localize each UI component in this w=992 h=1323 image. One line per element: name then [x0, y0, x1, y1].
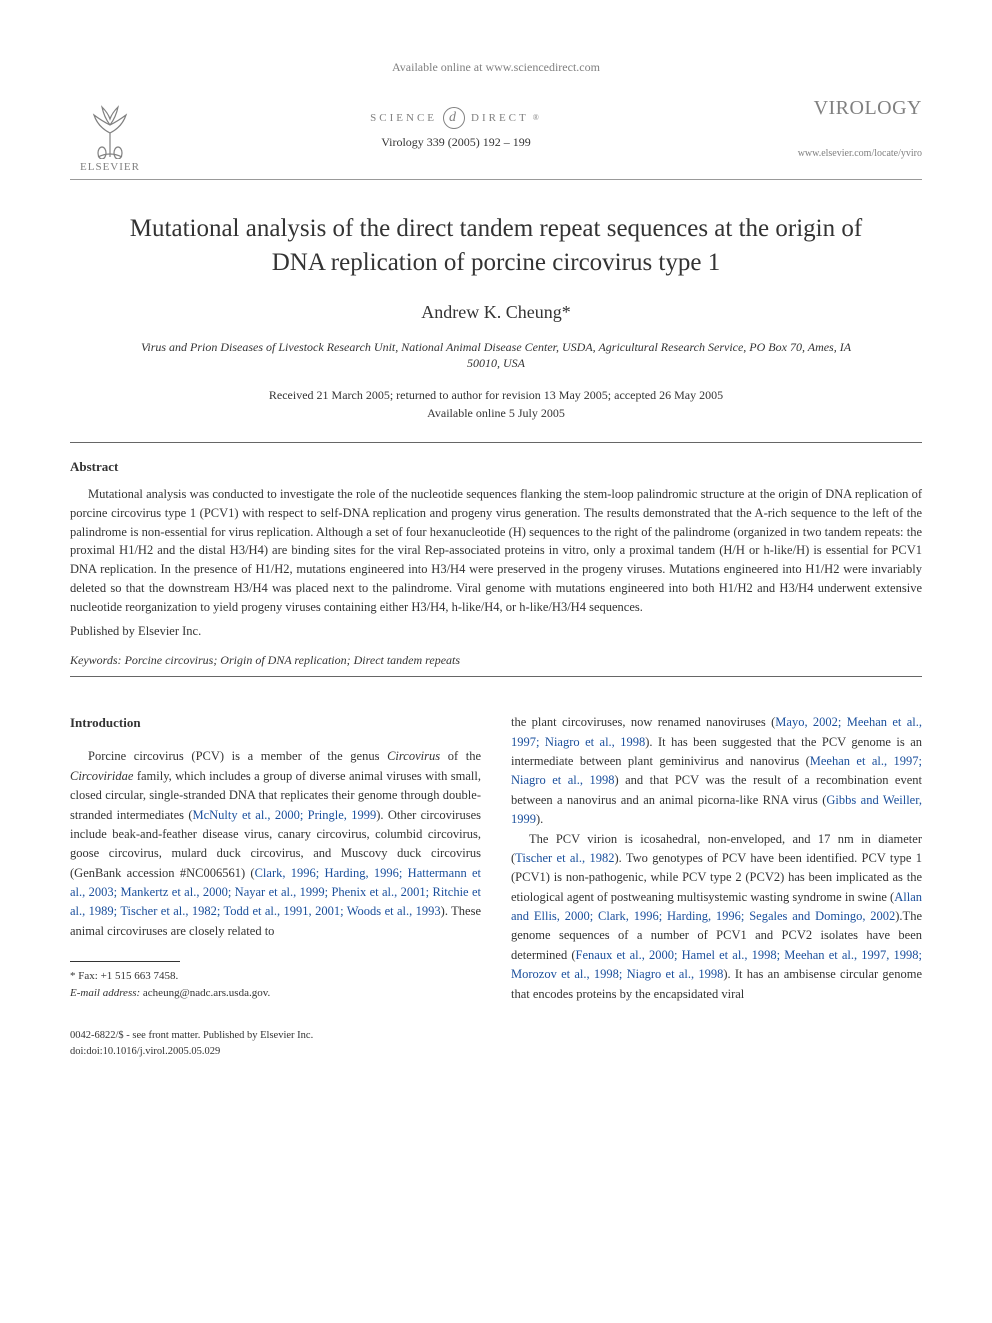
footnote-rule — [70, 961, 180, 962]
header-rule — [70, 179, 922, 180]
footnote-fax-value: +1 515 663 7458. — [101, 970, 179, 982]
author-line: Andrew K. Cheung* — [70, 302, 922, 323]
intro-para-2: The PCV virion is icosahedral, non-envel… — [511, 830, 922, 1004]
text-run: ). — [536, 812, 543, 826]
text-run: the plant circoviruses, now renamed nano… — [511, 715, 775, 729]
citation-link[interactable]: Tischer et al., 1982 — [515, 851, 614, 865]
footnote-fax: * Fax: +1 515 663 7458. — [70, 968, 481, 985]
text-run: of the — [440, 749, 481, 763]
dates-line-1: Received 21 March 2005; returned to auth… — [70, 386, 922, 404]
citation-link[interactable]: McNulty et al., 2000; Pringle, 1999 — [192, 808, 376, 822]
abstract-body-text: Mutational analysis was conducted to inv… — [70, 487, 922, 614]
header-center: SCIENCE d DIRECT ® Virology 339 (2005) 19… — [150, 107, 762, 150]
journal-box: VIROLOGY www.elsevier.com/locate/yviro — [762, 97, 922, 159]
article-dates: Received 21 March 2005; returned to auth… — [70, 386, 922, 422]
elsevier-logo: ELSEVIER — [70, 83, 150, 173]
sciencedirect-logo: SCIENCE d DIRECT ® — [150, 107, 762, 129]
introduction-heading: Introduction — [70, 713, 481, 733]
footnote-fax-label: * Fax: — [70, 970, 101, 982]
sd-right: DIRECT — [471, 112, 529, 124]
genus-name: Circovirus — [387, 749, 440, 763]
footnote-block: * Fax: +1 515 663 7458. E-mail address: … — [70, 968, 481, 1001]
keywords-label: Keywords: — [70, 653, 122, 667]
header-row: ELSEVIER SCIENCE d DIRECT ® Virology 339 … — [70, 83, 922, 173]
sd-left: SCIENCE — [370, 112, 437, 124]
text-run: Porcine circovirus (PCV) is a member of … — [88, 749, 387, 763]
footer-line-2: doi:doi:10.1016/j.virol.2005.05.029 — [70, 1044, 922, 1060]
body-columns: Introduction Porcine circovirus (PCV) is… — [70, 713, 922, 1004]
footer-line-1: 0042-6822/$ - see front matter. Publishe… — [70, 1028, 922, 1044]
footnote-email-value: acheung@nadc.ars.usda.gov. — [140, 987, 270, 999]
column-left: Introduction Porcine circovirus (PCV) is… — [70, 713, 481, 1004]
abstract-heading: Abstract — [70, 459, 922, 475]
author-name: Andrew K. Cheung — [421, 302, 561, 322]
article-title: Mutational analysis of the direct tandem… — [100, 212, 892, 280]
abstract-body: Mutational analysis was conducted to inv… — [70, 485, 922, 616]
affiliation: Virus and Prion Diseases of Livestock Re… — [130, 339, 862, 373]
journal-url: www.elsevier.com/locate/yviro — [762, 148, 922, 159]
keywords-line: Keywords: Porcine circovirus; Origin of … — [70, 653, 922, 668]
elsevier-label: ELSEVIER — [80, 161, 140, 173]
citation-line: Virology 339 (2005) 192 – 199 — [150, 135, 762, 150]
family-name: Circoviridae — [70, 769, 133, 783]
available-online-text: Available online at www.sciencedirect.co… — [70, 60, 922, 75]
registered-icon: ® — [533, 113, 542, 122]
abstract-bottom-rule — [70, 676, 922, 677]
dates-line-2: Available online 5 July 2005 — [70, 404, 922, 422]
keywords-text: Porcine circovirus; Origin of DNA replic… — [122, 653, 461, 667]
publisher-line: Published by Elsevier Inc. — [70, 624, 922, 639]
page-footer: 0042-6822/$ - see front matter. Publishe… — [70, 1028, 922, 1060]
sd-d-icon: d — [443, 107, 465, 129]
journal-name: VIROLOGY — [762, 97, 922, 120]
abstract-top-rule — [70, 442, 922, 443]
corresponding-marker: * — [562, 302, 571, 322]
elsevier-tree-icon — [80, 99, 140, 159]
footnote-email: E-mail address: acheung@nadc.ars.usda.go… — [70, 985, 481, 1002]
footnote-email-label: E-mail address: — [70, 987, 140, 999]
intro-para-1-cont: the plant circoviruses, now renamed nano… — [511, 713, 922, 829]
column-right: the plant circoviruses, now renamed nano… — [511, 713, 922, 1004]
intro-para-1: Porcine circovirus (PCV) is a member of … — [70, 747, 481, 941]
